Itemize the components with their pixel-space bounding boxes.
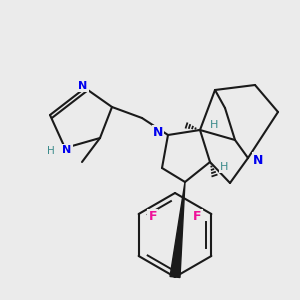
Text: N: N [253,154,263,166]
Text: N: N [62,145,72,155]
Polygon shape [170,182,185,278]
Text: N: N [153,127,163,140]
Text: H: H [210,120,218,130]
Text: F: F [193,211,202,224]
Text: H: H [47,146,55,156]
Text: F: F [148,211,157,224]
Text: H: H [220,162,228,172]
Text: N: N [78,81,88,91]
